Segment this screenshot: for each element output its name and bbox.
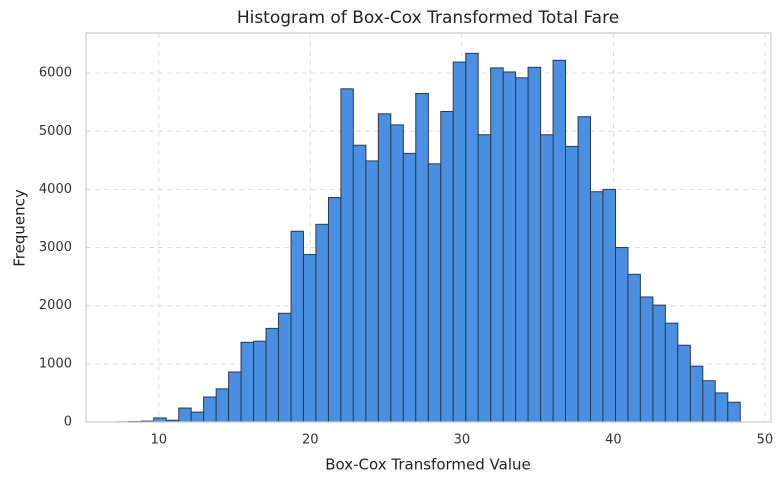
bar [327, 197, 342, 423]
bar [203, 396, 217, 423]
bar [390, 124, 404, 423]
y-tick-label: 4000 [39, 182, 72, 197]
bar [465, 52, 479, 423]
bar [427, 163, 442, 423]
bar [664, 322, 679, 423]
x-tick-label: 20 [302, 433, 319, 448]
y-axis-label: Frequency [11, 189, 29, 267]
bar [415, 92, 429, 423]
y-tick-label: 5000 [39, 124, 72, 139]
bar [477, 134, 492, 423]
x-tick-label: 10 [150, 433, 167, 448]
bar [377, 113, 392, 423]
y-tick-label: 6000 [39, 66, 72, 81]
bar [540, 134, 554, 423]
bar [714, 392, 729, 423]
bar [677, 344, 691, 423]
bar [565, 145, 579, 423]
bar [727, 401, 741, 423]
x-tick-label: 30 [454, 433, 471, 448]
bar [253, 340, 267, 423]
bar [402, 152, 417, 423]
bar [615, 247, 629, 423]
bar [290, 230, 304, 423]
bar [315, 223, 329, 423]
bar [452, 61, 467, 423]
plot-frame [85, 32, 772, 423]
y-tick-label: 1000 [39, 356, 72, 371]
bar [240, 341, 255, 423]
bar [228, 371, 242, 423]
bar [552, 59, 566, 423]
bar [153, 417, 167, 423]
bar [178, 407, 192, 423]
bar [440, 110, 454, 423]
bar [502, 71, 517, 423]
x-tick-label: 40 [605, 433, 622, 448]
bar [652, 304, 666, 423]
chart-title: Histogram of Box-Cox Transformed Total F… [237, 8, 619, 28]
bar [590, 191, 604, 423]
bar [627, 273, 641, 423]
bar [302, 254, 317, 423]
bar [639, 296, 654, 423]
bar [215, 388, 230, 423]
bar [352, 144, 367, 423]
bar [515, 77, 529, 423]
bar [490, 67, 504, 423]
bar [365, 160, 379, 423]
bar [277, 312, 292, 423]
bar [527, 66, 542, 423]
y-tick-label: 0 [64, 415, 72, 430]
bar [190, 411, 205, 423]
bar [602, 188, 617, 423]
x-tick-label: 50 [757, 433, 774, 448]
bar [702, 380, 716, 423]
y-tick-label: 2000 [39, 298, 72, 313]
bar [577, 116, 592, 423]
bar [340, 88, 354, 423]
bar [689, 365, 704, 423]
y-tick-label: 3000 [39, 240, 72, 255]
bar [265, 327, 279, 423]
x-axis-label: Box-Cox Transformed Value [325, 456, 530, 474]
bars [115, 52, 741, 423]
